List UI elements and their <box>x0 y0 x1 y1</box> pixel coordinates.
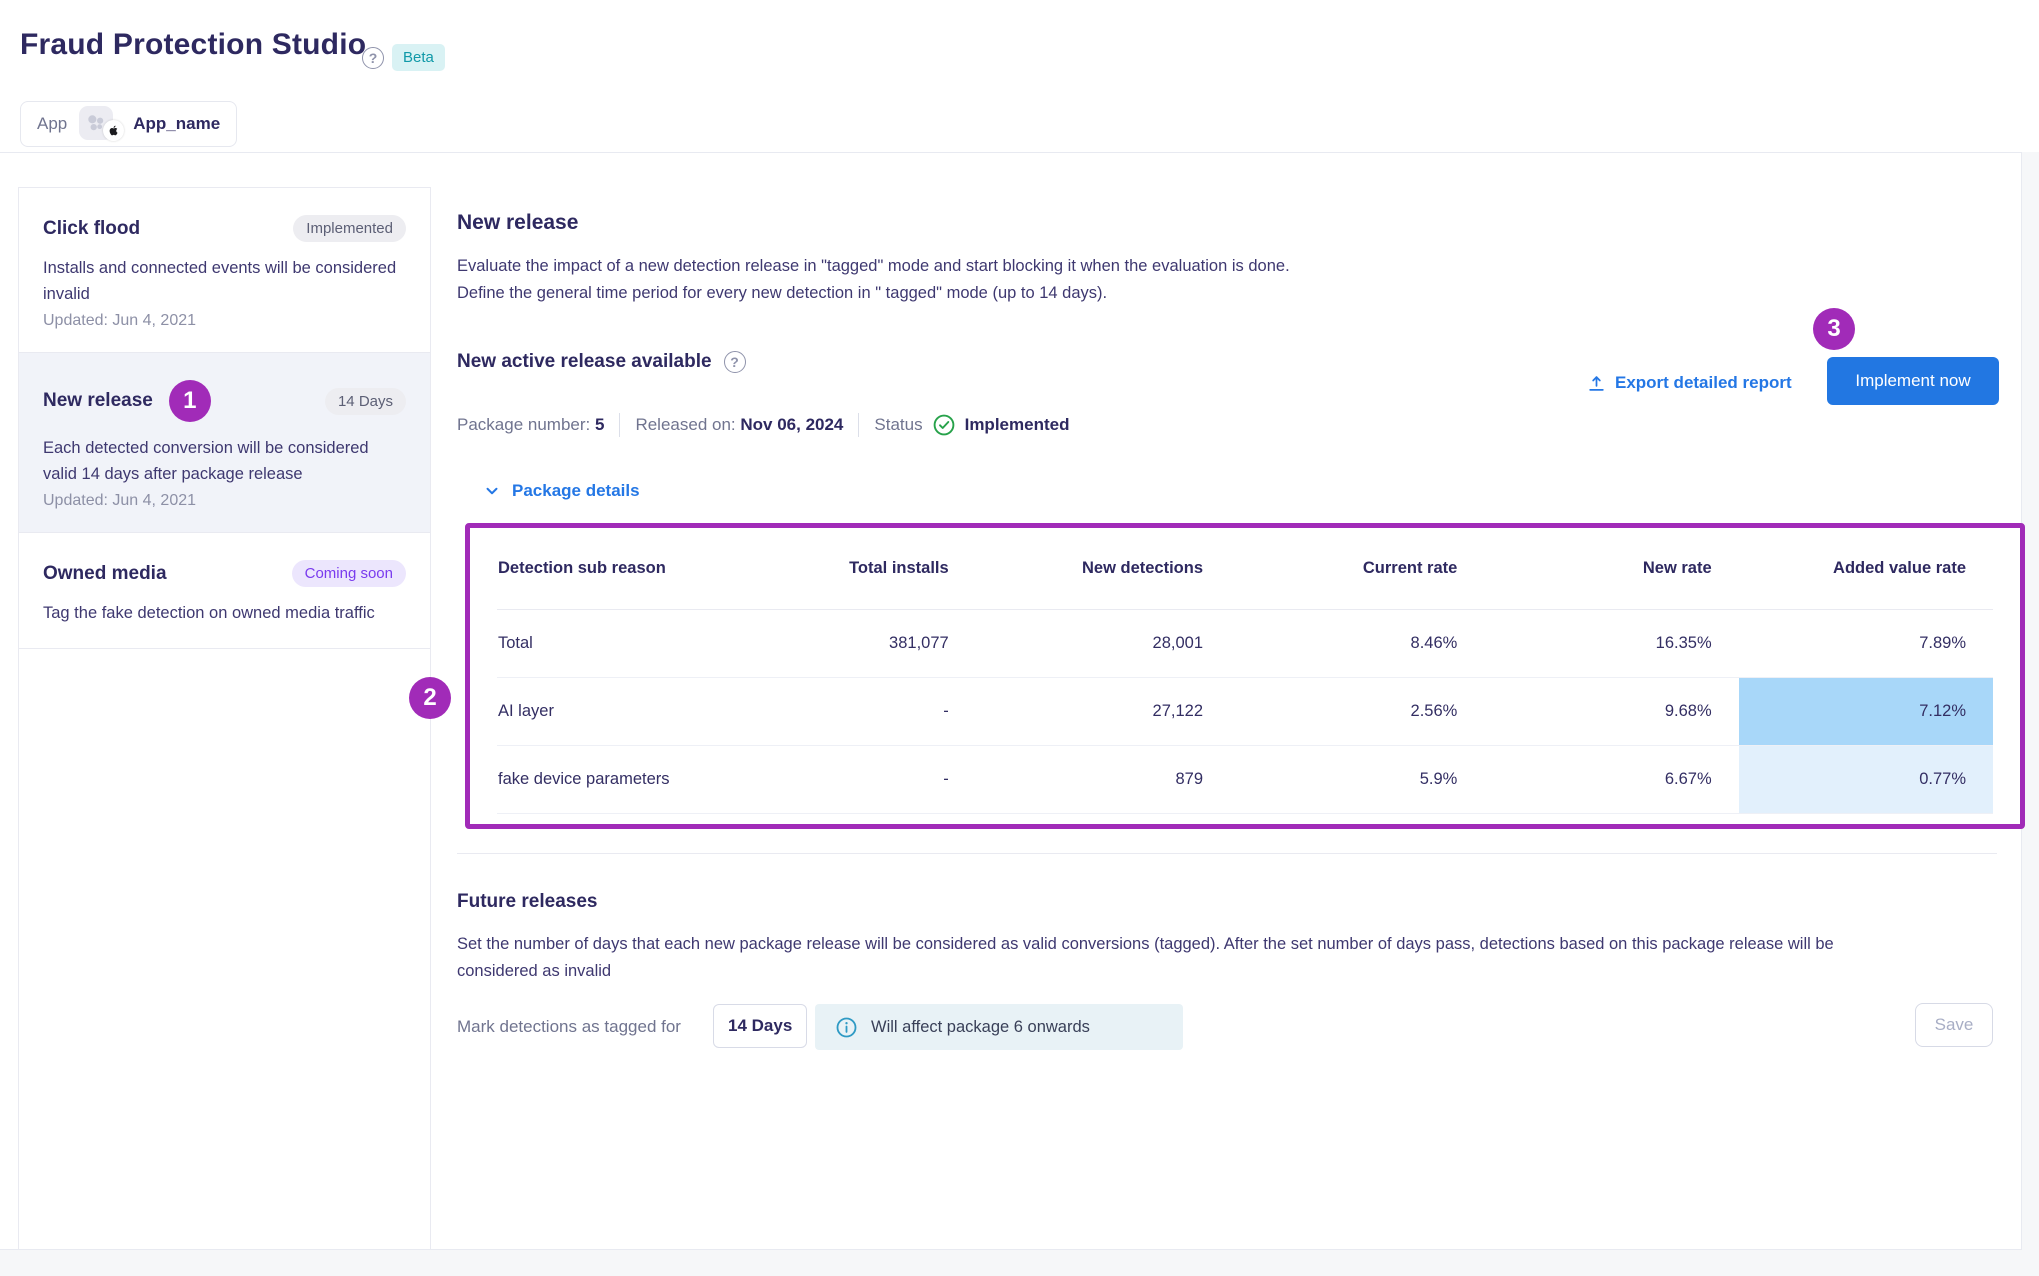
card-description: Installs and connected events will be co… <box>43 259 397 303</box>
table-row-fake-device-parameters: fake device parameters - 879 5.9% 6.67% … <box>497 745 1993 814</box>
status-value: Implemented <box>964 415 1070 434</box>
cell: 2.56% <box>1230 677 1485 746</box>
card-title: Click flood <box>43 217 141 239</box>
package-details-toggle[interactable]: Package details <box>483 481 640 501</box>
table-row-ai-layer: AI layer - 27,122 2.56% 9.68% 7.12% <box>497 677 1993 746</box>
sidebar-card-new-release[interactable]: New release 1 14 Days Each detected conve… <box>19 353 430 533</box>
card-updated: Updated: Jun 4, 2021 <box>43 312 197 329</box>
sidebar-card-owned-media[interactable]: Owned media Coming soon Tag the fake det… <box>19 533 430 649</box>
page-title: Fraud Protection Studio <box>20 28 367 61</box>
cell-highlighted: 0.77% <box>1738 745 1993 814</box>
cell-highlighted: 7.12% <box>1738 677 1993 746</box>
new-release-main: New release Evaluate the impact of a new… <box>409 153 2025 1251</box>
annotation-circle-1: 1 <box>168 380 211 422</box>
check-circle-icon <box>933 414 954 436</box>
description-line-2: Define the general time period for every… <box>457 284 1108 302</box>
app-selector-label: App <box>37 114 68 133</box>
section-divider <box>457 853 1997 854</box>
meta-separator <box>858 413 860 437</box>
cell: Total <box>497 609 722 678</box>
annotation-circle-3: 3 <box>1813 308 1855 350</box>
info-banner-text: Will affect package 6 onwards <box>871 1017 1090 1036</box>
card-title: Owned media <box>43 562 167 584</box>
cell: 6.67% <box>1484 745 1739 814</box>
col-new-rate: New rate <box>1484 528 1739 610</box>
cell: 5.9% <box>1230 745 1485 814</box>
app-icon <box>79 106 125 142</box>
active-release-header: New active release available ? <box>457 351 746 373</box>
col-detection-sub-reason: Detection sub reason <box>497 528 722 610</box>
save-button[interactable]: Save <box>1915 1003 1993 1047</box>
app-selector[interactable]: App App_name <box>20 101 238 147</box>
future-releases-description: Set the number of days that each new pac… <box>457 931 1834 985</box>
description-line-1: Evaluate the impact of a new detection r… <box>457 257 1290 275</box>
status-item: Status Implemented <box>874 413 1069 437</box>
sidebar-card-click-flood[interactable]: Click flood Implemented Installs and con… <box>19 188 430 353</box>
cell: 27,122 <box>975 677 1231 746</box>
cell: 8.46% <box>1230 609 1485 678</box>
info-banner: Will affect package 6 onwards <box>815 1004 1183 1050</box>
section-description: Evaluate the impact of a new detection r… <box>457 253 1290 307</box>
active-release-title: New active release available <box>457 351 712 372</box>
days-select[interactable]: 14 Days <box>713 1004 808 1048</box>
help-icon[interactable]: ? <box>723 351 746 373</box>
upload-icon <box>1589 375 1604 391</box>
implemented-badge: Implemented <box>293 215 406 242</box>
annotation-circle-2: 2 <box>409 677 451 719</box>
cell: - <box>721 677 976 746</box>
table-header-row: Detection sub reason Total installs New … <box>497 528 1993 610</box>
cell: 879 <box>975 745 1231 814</box>
export-label: Export detailed report <box>1615 373 1792 392</box>
card-title: New release <box>43 390 153 411</box>
package-details-table-box: Detection sub reason Total installs New … <box>465 523 2025 829</box>
content-panel: Click flood Implemented Installs and con… <box>0 152 2025 1251</box>
package-details-table: Detection sub reason Total installs New … <box>497 528 1993 814</box>
cell: 9.68% <box>1484 677 1739 746</box>
released-on-value: Nov 06, 2024 <box>740 415 844 434</box>
package-number-value: 5 <box>594 415 605 434</box>
chevron-down-icon <box>486 487 498 495</box>
cell: 381,077 <box>721 609 976 678</box>
col-current-rate: Current rate <box>1230 528 1485 610</box>
cell: 16.35% <box>1484 609 1739 678</box>
package-number-label: Package number: <box>457 415 591 434</box>
cell: 28,001 <box>975 609 1231 678</box>
cell: 7.89% <box>1738 609 1993 678</box>
col-new-detections: New detections <box>975 528 1231 610</box>
meta-separator <box>619 413 621 437</box>
export-detailed-report-link[interactable]: Export detailed report <box>1587 373 1792 393</box>
section-heading: New release <box>457 211 579 234</box>
cell: AI layer <box>497 677 722 746</box>
days-badge: 14 Days <box>324 387 406 415</box>
release-meta-row: Package number: 5 Released on: Nov 06, 2… <box>457 413 1069 437</box>
tagged-for-label: Mark detections as tagged for <box>457 1017 681 1036</box>
app-name: App_name <box>133 114 221 133</box>
cell: - <box>721 745 976 814</box>
coming-soon-badge: Coming soon <box>291 560 406 587</box>
cell: fake device parameters <box>497 745 722 814</box>
apple-icon <box>103 120 125 141</box>
info-icon <box>836 1017 857 1037</box>
future-description-line-2: considered as invalid <box>457 962 612 980</box>
col-added-value-rate: Added value rate <box>1738 528 1993 610</box>
card-description: Tag the fake detection on owned media tr… <box>43 604 375 622</box>
released-on-label: Released on: <box>635 415 736 434</box>
implement-now-button[interactable]: Implement now <box>1827 357 1999 405</box>
future-releases-title: Future releases <box>457 891 598 912</box>
status-label: Status <box>874 415 923 434</box>
col-total-installs: Total installs <box>721 528 976 610</box>
package-details-label: Package details <box>512 481 640 500</box>
card-updated: Updated: Jun 4, 2021 <box>43 492 197 509</box>
card-description: Each detected conversion will be conside… <box>43 439 369 483</box>
detection-rules-sidebar: Click flood Implemented Installs and con… <box>18 187 431 1249</box>
beta-badge: Beta <box>392 44 445 71</box>
future-description-line-1: Set the number of days that each new pac… <box>457 935 1834 953</box>
table-row-total: Total 381,077 28,001 8.46% 16.35% 7.89% <box>497 609 1993 678</box>
page-header: Fraud Protection Studio ? Beta App App_n… <box>0 0 2039 152</box>
help-icon[interactable]: ? <box>362 47 384 69</box>
